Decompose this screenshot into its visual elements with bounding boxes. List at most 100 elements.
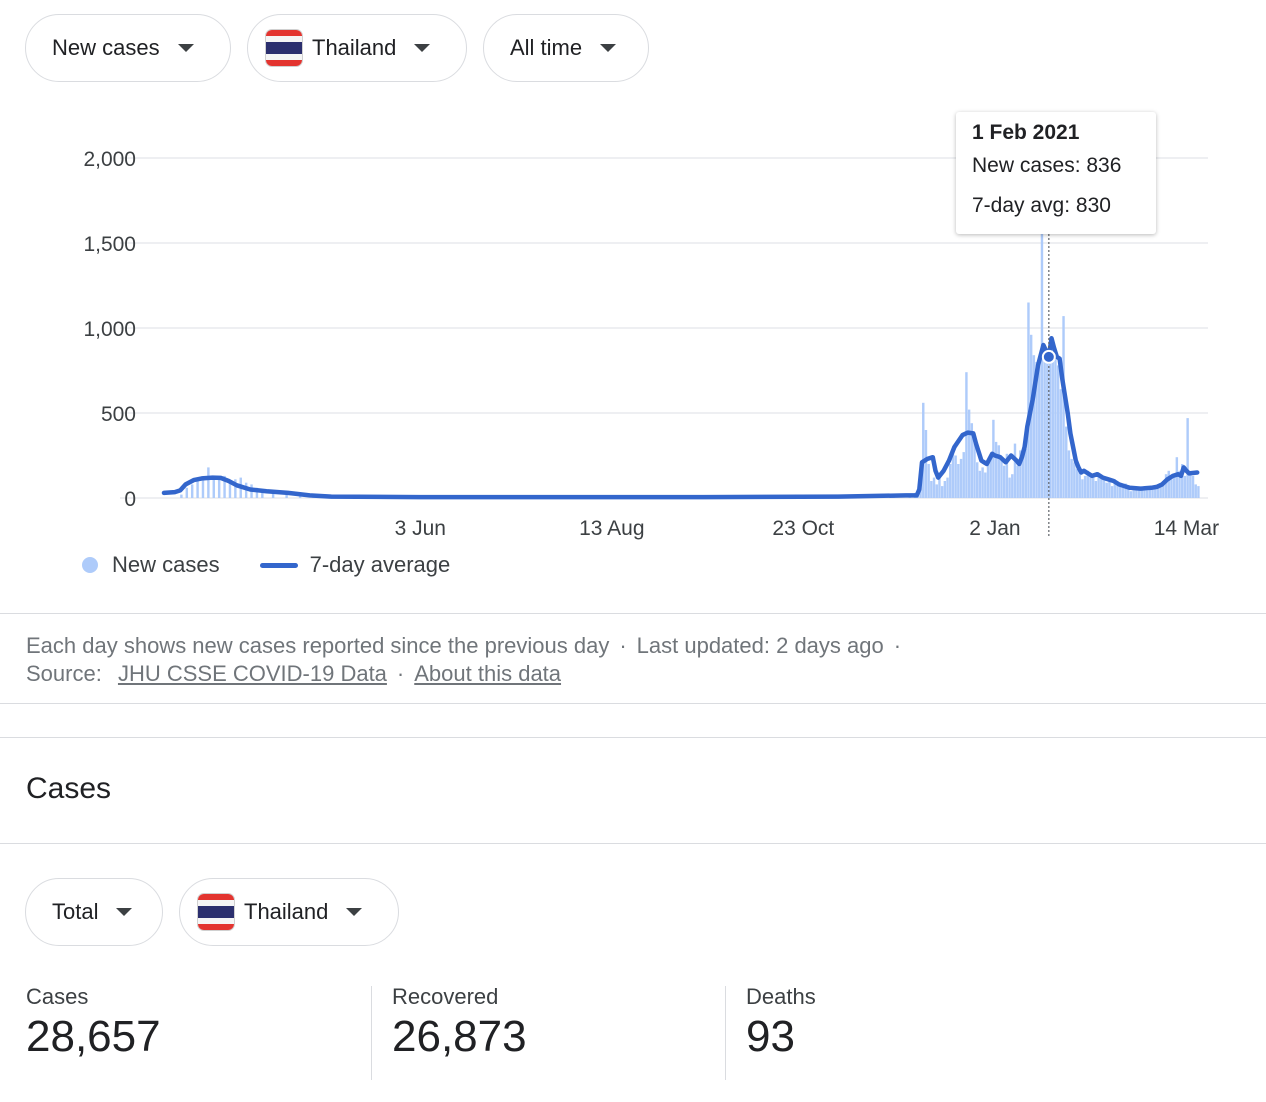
new-cases-bar (930, 481, 933, 498)
new-cases-bar (1172, 474, 1176, 498)
new-cases-bar (1043, 345, 1046, 498)
x-tick-label: 13 Aug (579, 517, 644, 540)
new-cases-bar (1167, 470, 1170, 498)
metric-select[interactable]: New cases (25, 14, 231, 82)
new-cases-bar (1089, 474, 1092, 498)
new-cases-bar (228, 481, 232, 498)
stat-value: 28,657 (26, 1012, 161, 1061)
new-cases-bar (1094, 481, 1098, 498)
x-tick-label: 14 Mar (1154, 517, 1219, 540)
country-select[interactable]: Thailand (247, 14, 467, 82)
new-cases-bar (1000, 458, 1003, 498)
new-cases-bar (1181, 464, 1184, 498)
x-tick-label: 2 Jan (969, 517, 1020, 540)
chart-tooltip: 1 Feb 2021 New cases: 836 7-day avg: 830 (956, 112, 1156, 234)
new-cases-bar (1145, 490, 1149, 498)
new-cases-bar (1124, 483, 1127, 498)
new-cases-bar (1132, 490, 1135, 498)
new-cases-bar (976, 462, 979, 498)
new-cases-bar (1054, 348, 1057, 498)
new-cases-bar (1178, 470, 1181, 498)
avg-legend-icon (259, 562, 298, 568)
thailand-flag-icon (198, 894, 234, 930)
new-cases-legend-icon (82, 557, 98, 573)
new-cases-bar (989, 458, 992, 498)
new-cases-bar (1183, 475, 1187, 498)
cases-country-select[interactable]: Thailand (179, 878, 399, 946)
new-cases-bar (1127, 488, 1130, 498)
range-select-label: All time (510, 35, 583, 60)
new-cases-bar (957, 464, 960, 498)
stat-deaths: Deaths 93 (746, 984, 816, 1062)
y-tick-label: 500 (101, 403, 136, 426)
new-cases-bar (992, 419, 995, 498)
new-cases-bar (180, 494, 183, 498)
range-select[interactable]: All time (483, 14, 649, 82)
chevron-down-icon (177, 44, 194, 52)
total-select[interactable]: Total (25, 878, 163, 946)
new-cases-bar (1164, 474, 1168, 498)
tooltip-avg: 7-day avg: 830 (972, 194, 1111, 217)
stat-cases: Cases 28,657 (26, 984, 161, 1062)
new-cases-bar (1081, 479, 1084, 498)
new-cases-bar (949, 464, 952, 498)
new-cases-bar (978, 470, 982, 498)
new-cases-bar (1038, 360, 1041, 498)
cases-section-title: Cases (26, 772, 112, 805)
stat-label: Deaths (746, 984, 816, 1009)
new-cases-bar (1197, 486, 1200, 498)
new-cases-bar (1143, 487, 1146, 498)
new-cases-bar (1067, 450, 1071, 498)
new-cases-bar (1048, 355, 1052, 498)
about-data-link[interactable]: About this data (414, 661, 562, 686)
new-cases-bar (185, 487, 189, 498)
new-cases-bar (959, 458, 963, 498)
source-link[interactable]: JHU CSSE COVID-19 Data (117, 661, 387, 686)
new-cases-bar (967, 409, 971, 498)
new-cases-bar (234, 479, 237, 498)
tooltip-new-cases: New cases: 836 (972, 154, 1122, 177)
chevron-down-icon (346, 908, 363, 916)
new-cases-bar (927, 464, 930, 498)
new-cases-bar (1175, 457, 1179, 498)
new-cases-bar (1040, 226, 1044, 498)
new-cases-bar (1092, 477, 1095, 498)
cases-country-label: Thailand (244, 899, 329, 924)
thailand-flag-icon (266, 30, 302, 66)
new-cases-bar (212, 477, 215, 498)
new-cases-bar (997, 445, 1001, 498)
new-cases-bar (1105, 482, 1108, 498)
new-cases-bar (984, 472, 987, 498)
new-cases-bar (1189, 472, 1192, 498)
new-cases-bar (973, 436, 976, 498)
footnote-text: Each day shows new cases reported since … (26, 633, 610, 658)
new-cases-bar (954, 455, 957, 498)
new-cases-bar (1137, 489, 1141, 498)
new-cases-bar (938, 472, 941, 498)
new-cases-bar (1073, 462, 1076, 498)
new-cases-bar (1024, 448, 1027, 498)
avg-line (161, 335, 1200, 500)
new-cases-bar (1070, 458, 1073, 498)
new-cases-bar (1032, 355, 1036, 498)
chart-footnote: Each day shows new cases reported since … (26, 633, 902, 686)
stat-value: 93 (746, 1012, 795, 1061)
new-cases-bar (1191, 475, 1195, 498)
chart-legend: New cases 7-day average (82, 552, 450, 578)
new-cases-bar (1102, 479, 1106, 498)
new-cases-bar (940, 486, 944, 498)
new-cases-bar (962, 452, 965, 498)
new-cases-bar (935, 484, 938, 498)
stat-recovered: Recovered 26,873 (392, 984, 527, 1062)
y-tick-label: 1,000 (83, 318, 136, 341)
new-cases-bar (922, 402, 925, 498)
x-tick-label: 3 Jun (395, 517, 446, 540)
total-select-label: Total (52, 899, 99, 924)
metric-select-label: New cases (52, 35, 160, 60)
new-cases-bar (1170, 479, 1173, 498)
new-cases-bar (1108, 481, 1111, 498)
new-cases-bar (1186, 418, 1189, 498)
new-cases-bar (951, 450, 955, 498)
cases-chart[interactable]: 3 Jun 13 Aug 23 Oct 2 Jan 14 Mar 0 500 1,000 1,… (0, 100, 1266, 550)
y-tick-label: 1,500 (83, 233, 136, 256)
